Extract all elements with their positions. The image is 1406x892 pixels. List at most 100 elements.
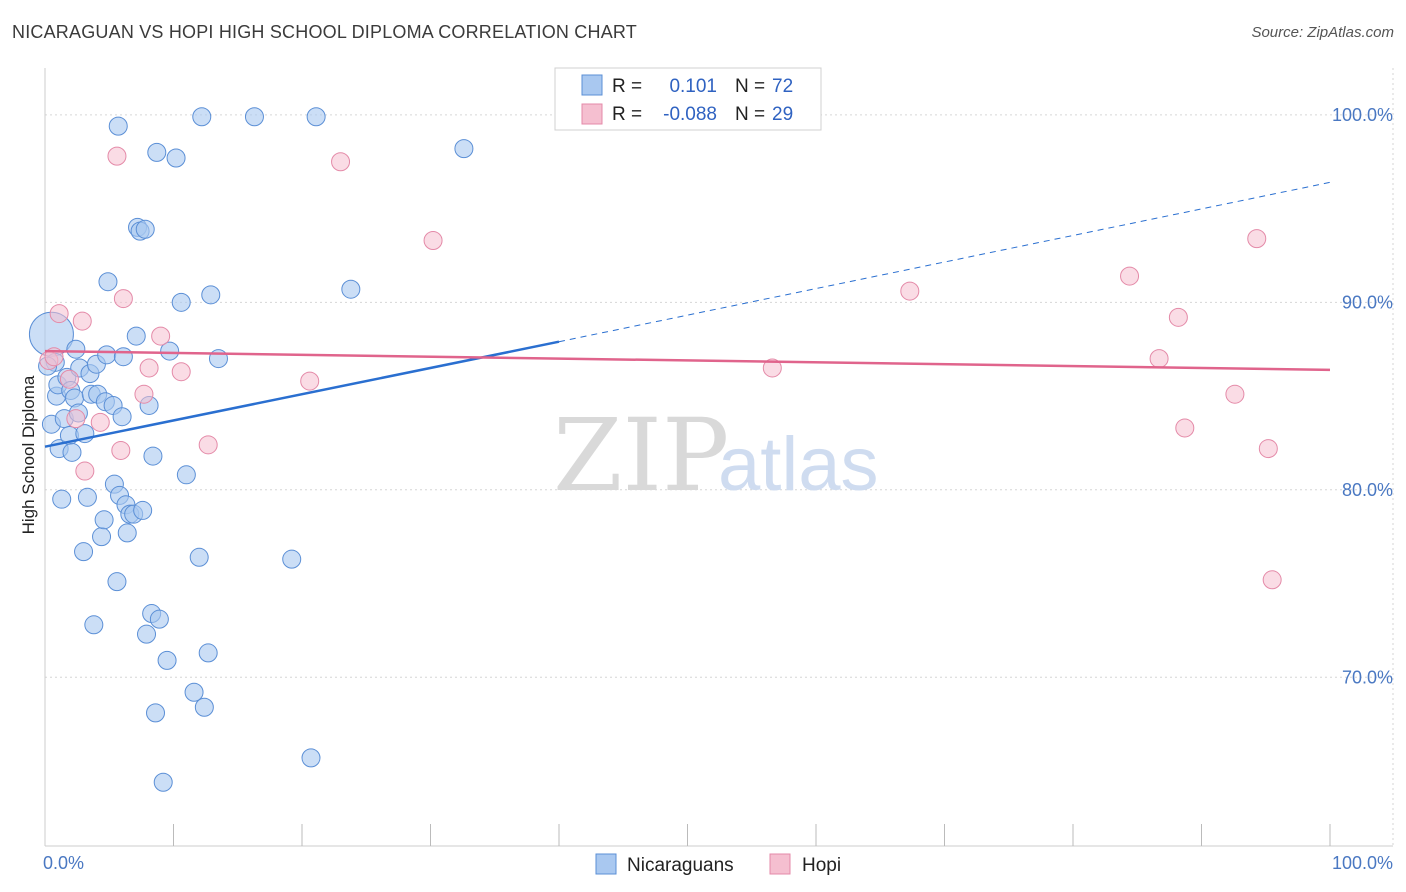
hopi-point-25	[1225, 384, 1245, 404]
x-tick-labels: 0.0% 100.0%	[43, 853, 1393, 873]
hopi-point-26	[1247, 229, 1267, 249]
bottom-legend-label-nicaraguans: Nicaraguans	[627, 855, 734, 876]
hopi-point-10	[113, 289, 133, 309]
trend-lines	[44, 181, 1331, 448]
legend-r-value-nicaraguans: 0.101	[669, 76, 717, 97]
nicaraguans-point-6	[52, 489, 72, 509]
hopi-point-14	[171, 362, 191, 382]
legend-r-label-nicaraguans: R =	[612, 76, 642, 97]
nicaraguans-point-54	[160, 341, 180, 361]
nicaraguans-point-28	[98, 272, 118, 292]
nicaraguans-point-69	[341, 279, 361, 299]
nicaraguans-point-21	[84, 615, 104, 635]
hopi-points	[39, 146, 1282, 590]
hopi-point-16	[300, 371, 320, 391]
hopi-point-5	[72, 311, 92, 331]
bottom-legend-swatch-hopi	[769, 853, 791, 875]
nicaraguans-point-11	[62, 442, 82, 462]
nicaraguans-point-43	[133, 500, 153, 520]
nicaraguans-point-40	[126, 326, 146, 346]
nicaraguans-point-32	[108, 116, 128, 136]
nicaraguans-point-48	[143, 446, 163, 466]
nicaraguans-point-18	[77, 487, 97, 507]
x-tick-label-100: 100.0%	[1332, 853, 1393, 873]
nicaraguans-point-62	[198, 643, 218, 663]
legend-n-label-nicaraguans: N =	[735, 76, 765, 97]
nicaraguans-point-49	[146, 703, 166, 723]
y-tick-labels: 70.0% 80.0% 90.0% 100.0%	[1332, 105, 1393, 687]
nicaraguans-point-61	[194, 697, 214, 717]
hopi-point-12	[139, 358, 159, 378]
bottom-legend-swatch-nicaraguans	[595, 853, 617, 875]
bottom-legend-label-hopi: Hopi	[802, 855, 841, 876]
nicaraguans-trend-line	[44, 340, 560, 448]
nicaraguans-trend-extension	[558, 181, 1331, 343]
nicaraguans-point-35	[113, 347, 133, 367]
watermark-zip: ZIP	[553, 397, 729, 514]
y-tick-label-80: 80.0%	[1342, 480, 1393, 500]
nicaraguans-points	[28, 107, 474, 792]
y-tick-label-100: 100.0%	[1332, 105, 1393, 125]
x-tick-label-0: 0.0%	[43, 853, 84, 873]
legend-swatch-hopi	[581, 103, 603, 125]
hopi-point-7	[90, 412, 110, 432]
hopi-point-2	[49, 304, 69, 324]
nicaraguans-point-57	[176, 465, 196, 485]
y-tick-label-90: 90.0%	[1342, 292, 1393, 312]
nicaraguans-point-37	[117, 523, 137, 543]
legend-r-value-hopi: -0.088	[663, 104, 717, 125]
hopi-point-9	[111, 440, 131, 460]
nicaraguans-point-25	[94, 510, 114, 530]
nicaraguans-point-60	[192, 107, 212, 127]
watermark-atlas: atlas	[718, 422, 879, 507]
hopi-point-27	[1258, 439, 1278, 459]
nicaraguans-point-55	[166, 148, 186, 168]
nicaraguans-point-24	[92, 527, 112, 547]
hopi-point-11	[134, 384, 154, 404]
nicaraguans-point-31	[107, 572, 127, 592]
stats-legend: R = 0.101 N = 72 R = -0.088 N = 29	[554, 67, 822, 131]
nicaraguans-point-16	[74, 542, 94, 562]
hopi-point-18	[423, 230, 443, 250]
hopi-point-22	[1149, 349, 1169, 369]
axes	[44, 68, 1393, 847]
nicaraguans-point-44	[135, 219, 155, 239]
nicaraguans-point-45	[137, 624, 157, 644]
hopi-point-19	[762, 358, 782, 378]
watermark: ZIP atlas	[553, 397, 879, 514]
hopi-point-6	[75, 461, 95, 481]
source-label: Source: ZipAtlas.com	[1251, 24, 1394, 41]
legend-r-label-hopi: R =	[612, 104, 642, 125]
nicaraguans-point-13	[66, 339, 86, 359]
legend-swatch-nicaraguans	[581, 74, 603, 96]
nicaraguans-point-56	[171, 292, 191, 312]
hopi-point-13	[151, 326, 171, 346]
legend-n-label-hopi: N =	[735, 104, 765, 125]
nicaraguans-point-58	[184, 682, 204, 702]
hopi-point-17	[331, 152, 351, 172]
hopi-point-4	[66, 409, 86, 429]
hopi-point-3	[59, 369, 79, 389]
y-axis-label: High School Diploma	[19, 375, 38, 534]
hopi-point-20	[900, 281, 920, 301]
nicaraguans-point-51	[149, 609, 169, 629]
nicaraguans-point-63	[201, 285, 221, 305]
nicaraguans-point-50	[147, 142, 167, 162]
hopi-trend-line	[44, 349, 1331, 372]
nicaraguans-point-67	[301, 748, 321, 768]
nicaraguans-point-27	[97, 345, 117, 365]
nicaraguans-point-66	[282, 549, 302, 569]
hopi-point-15	[198, 435, 218, 455]
nicaraguans-point-68	[306, 107, 326, 127]
hopi-point-24	[1175, 418, 1195, 438]
nicaraguans-point-53	[157, 650, 177, 670]
hopi-point-8	[107, 146, 127, 166]
nicaraguans-point-59	[189, 547, 209, 567]
legend-n-value-hopi: 29	[772, 104, 793, 125]
nicaraguans-point-70	[454, 139, 474, 159]
legend-n-value-nicaraguans: 72	[772, 76, 793, 97]
hopi-point-23	[1168, 307, 1188, 327]
y-tick-label-70: 70.0%	[1342, 667, 1393, 687]
nicaraguans-point-34	[112, 407, 132, 427]
